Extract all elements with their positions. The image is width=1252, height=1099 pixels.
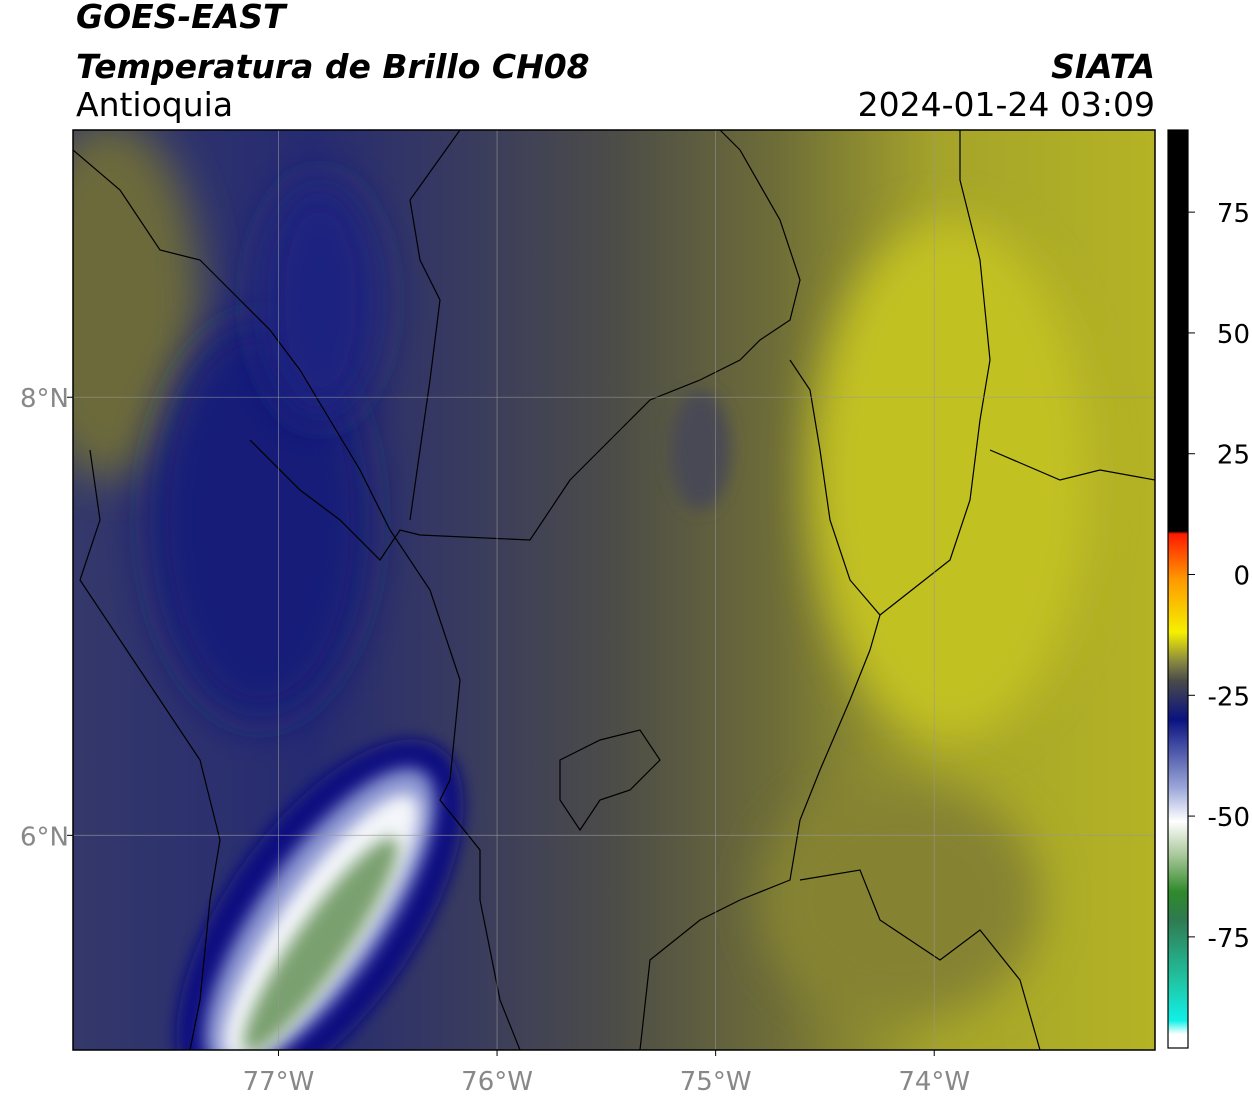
subtitle: Temperatura de Brillo CH08 [76, 47, 590, 86]
colorbar-tick-label: 50 [1217, 320, 1250, 350]
y-tick-label: 8°N [20, 384, 69, 414]
x-tick-label: 74°W [898, 1067, 970, 1097]
colorbar-tick-label: -25 [1208, 682, 1250, 712]
region: Antioquia [76, 85, 233, 124]
source: SIATA [1051, 47, 1155, 86]
x-tick-label: 75°W [680, 1067, 752, 1097]
map-frame [72, 129, 1156, 1051]
title: GOES-EAST [76, 0, 288, 36]
x-tick-label: 77°W [243, 1067, 315, 1097]
colorbar-tick-label: -50 [1208, 803, 1250, 833]
colorbar [1167, 129, 1189, 1049]
datetime: 2024-01-24 03:09 [858, 85, 1155, 124]
colorbar-tick-label: 0 [1233, 562, 1250, 592]
satellite-image [73, 130, 1155, 1050]
colorbar-tick-label: 25 [1217, 441, 1250, 471]
y-tick-label: 6°N [20, 822, 69, 852]
x-tick-label: 76°W [461, 1067, 533, 1097]
colorbar-tick-label: 75 [1217, 199, 1250, 229]
colorbar-tick-label: -75 [1208, 924, 1250, 954]
